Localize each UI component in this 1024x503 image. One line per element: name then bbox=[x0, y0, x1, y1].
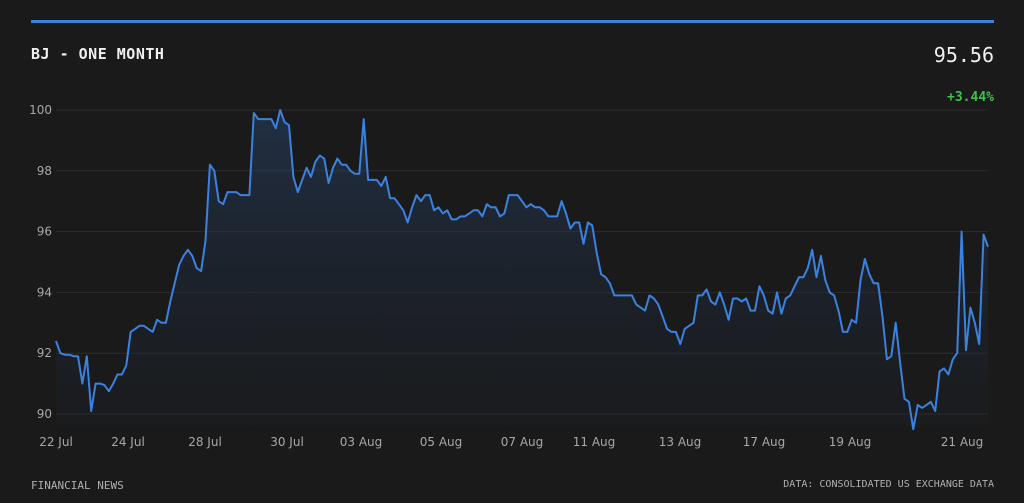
price-series-line bbox=[55, 109, 989, 431]
price-change-percent: +3.44% bbox=[947, 90, 994, 105]
x-tick-label: 05 Aug bbox=[420, 435, 463, 449]
x-tick-label: 28 Jul bbox=[188, 435, 222, 449]
x-tick-label: 19 Aug bbox=[829, 435, 872, 449]
chart-title: BJ - ONE MONTH bbox=[31, 45, 165, 63]
x-tick-label: 24 Jul bbox=[111, 435, 145, 449]
y-tick-label: 94 bbox=[37, 285, 52, 299]
y-tick-label: 92 bbox=[37, 346, 52, 360]
x-tick-label: 13 Aug bbox=[659, 435, 702, 449]
x-tick-label: 30 Jul bbox=[270, 435, 304, 449]
x-tick-label: 17 Aug bbox=[743, 435, 786, 449]
x-tick-label: 03 Aug bbox=[340, 435, 383, 449]
price-line-chart: 90 92 94 96 98 100 22 Jul 24 Jul 28 Jul 30 Jul 03… bbox=[29, 103, 989, 449]
y-tick-label: 96 bbox=[37, 225, 52, 239]
current-price: 95.56 bbox=[933, 43, 994, 67]
x-axis-ticks: 22 Jul 24 Jul 28 Jul 30 Jul 03 Aug 05 Aug 07 A… bbox=[39, 435, 983, 449]
footer-source-label: FINANCIAL NEWS bbox=[31, 479, 124, 492]
x-tick-label: 22 Jul bbox=[39, 435, 73, 449]
x-tick-label: 07 Aug bbox=[501, 435, 544, 449]
price-area-fill bbox=[56, 110, 988, 430]
y-tick-label: 90 bbox=[37, 407, 52, 421]
x-tick-label: 11 Aug bbox=[573, 435, 616, 449]
y-tick-label: 98 bbox=[37, 164, 52, 178]
footer-data-credit: DATA: CONSOLIDATED US EXCHANGE DATA bbox=[783, 479, 994, 490]
x-tick-label: 21 Aug bbox=[941, 435, 984, 449]
top-accent-rule bbox=[31, 20, 994, 23]
y-axis-ticks: 90 92 94 96 98 100 bbox=[29, 103, 52, 421]
y-tick-label: 100 bbox=[29, 103, 52, 117]
